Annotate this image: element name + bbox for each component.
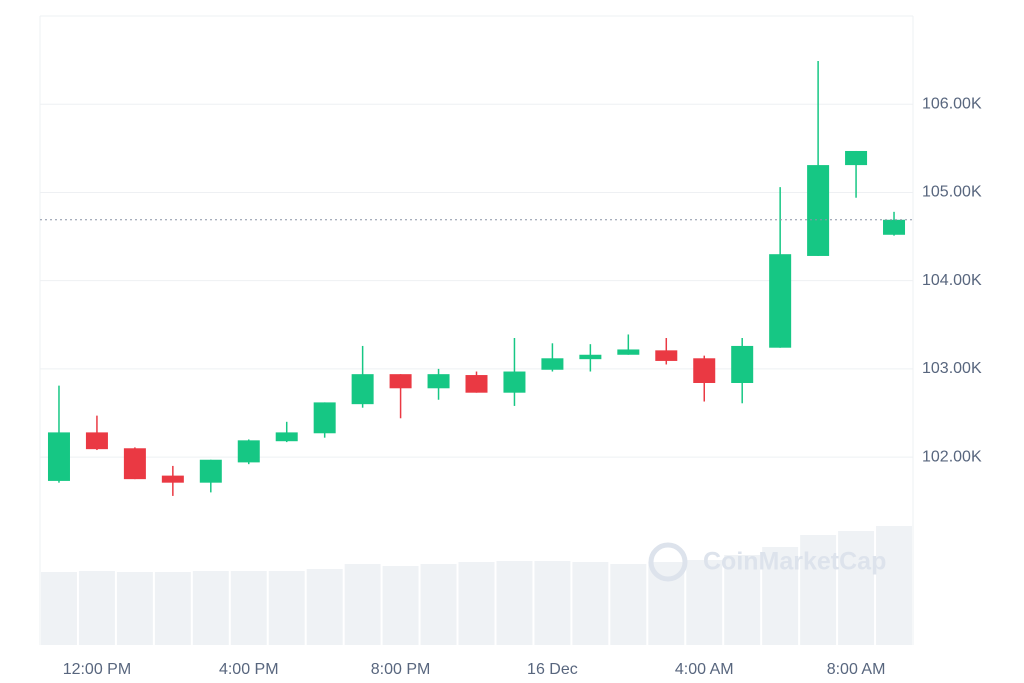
candle-body	[389, 374, 412, 389]
volume-bar	[268, 571, 305, 645]
candle-body	[465, 375, 488, 393]
volume-bar	[78, 571, 115, 645]
y-tick-label: 106.00K	[922, 95, 982, 112]
candle-body	[427, 374, 450, 389]
volume-bar	[686, 560, 723, 645]
candle-body	[845, 150, 868, 166]
volume-bar	[724, 555, 761, 645]
candle-body	[807, 165, 830, 256]
volume-bar	[496, 561, 533, 645]
volume-bar	[800, 535, 837, 645]
candle-body	[85, 432, 108, 450]
y-tick-label: 105.00K	[922, 184, 982, 201]
watermark: CoinMarketCap	[648, 542, 886, 582]
volume-bar	[534, 561, 571, 645]
candle-body	[503, 371, 526, 393]
candle-body	[541, 358, 564, 370]
volume-bar	[344, 564, 381, 645]
volume-bar	[420, 564, 457, 645]
volume-bar	[230, 571, 267, 645]
candle-body	[275, 432, 298, 442]
candle-body	[237, 440, 260, 463]
volume-bar	[306, 569, 343, 645]
candle-body	[693, 358, 716, 383]
candle-body	[351, 374, 374, 405]
candle-body	[123, 448, 146, 480]
y-tick-label: 103.00K	[922, 360, 982, 377]
candle-body	[313, 402, 336, 434]
volume-bar	[762, 547, 799, 645]
watermark-logo	[648, 542, 688, 582]
x-tick-label: 4:00 AM	[675, 661, 734, 678]
candle-body	[655, 350, 678, 361]
grid-layer	[40, 103, 913, 458]
candle-body	[769, 254, 792, 348]
volume-bar	[41, 572, 77, 645]
volume-bar	[154, 572, 191, 645]
y-tick-label: 102.00K	[922, 448, 982, 465]
candle-body	[47, 432, 70, 481]
volume-layer	[41, 526, 912, 645]
watermark-text: CoinMarketCap	[703, 548, 886, 576]
volume-bar	[192, 571, 229, 645]
volume-bar	[876, 526, 912, 645]
candle-layer	[40, 60, 913, 496]
candle-body	[579, 354, 602, 360]
candle-body	[731, 345, 754, 383]
candle-body	[199, 459, 222, 483]
volume-bar	[838, 531, 875, 645]
x-tick-label: 8:00 AM	[827, 661, 886, 678]
x-tick-label: 8:00 PM	[371, 661, 431, 678]
volume-bar	[382, 566, 419, 645]
x-tick-label: 12:00 PM	[63, 661, 131, 678]
volume-bar	[116, 572, 153, 645]
x-tick-label: 16 Dec	[527, 661, 578, 678]
volume-bar	[610, 564, 647, 645]
y-tick-label: 104.00K	[922, 272, 982, 289]
candle-body	[883, 219, 906, 235]
volume-bar	[458, 562, 495, 645]
x-tick-label: 4:00 PM	[219, 661, 279, 678]
volume-bar	[572, 562, 609, 645]
candle-body	[161, 475, 184, 483]
candle-body	[617, 349, 640, 355]
